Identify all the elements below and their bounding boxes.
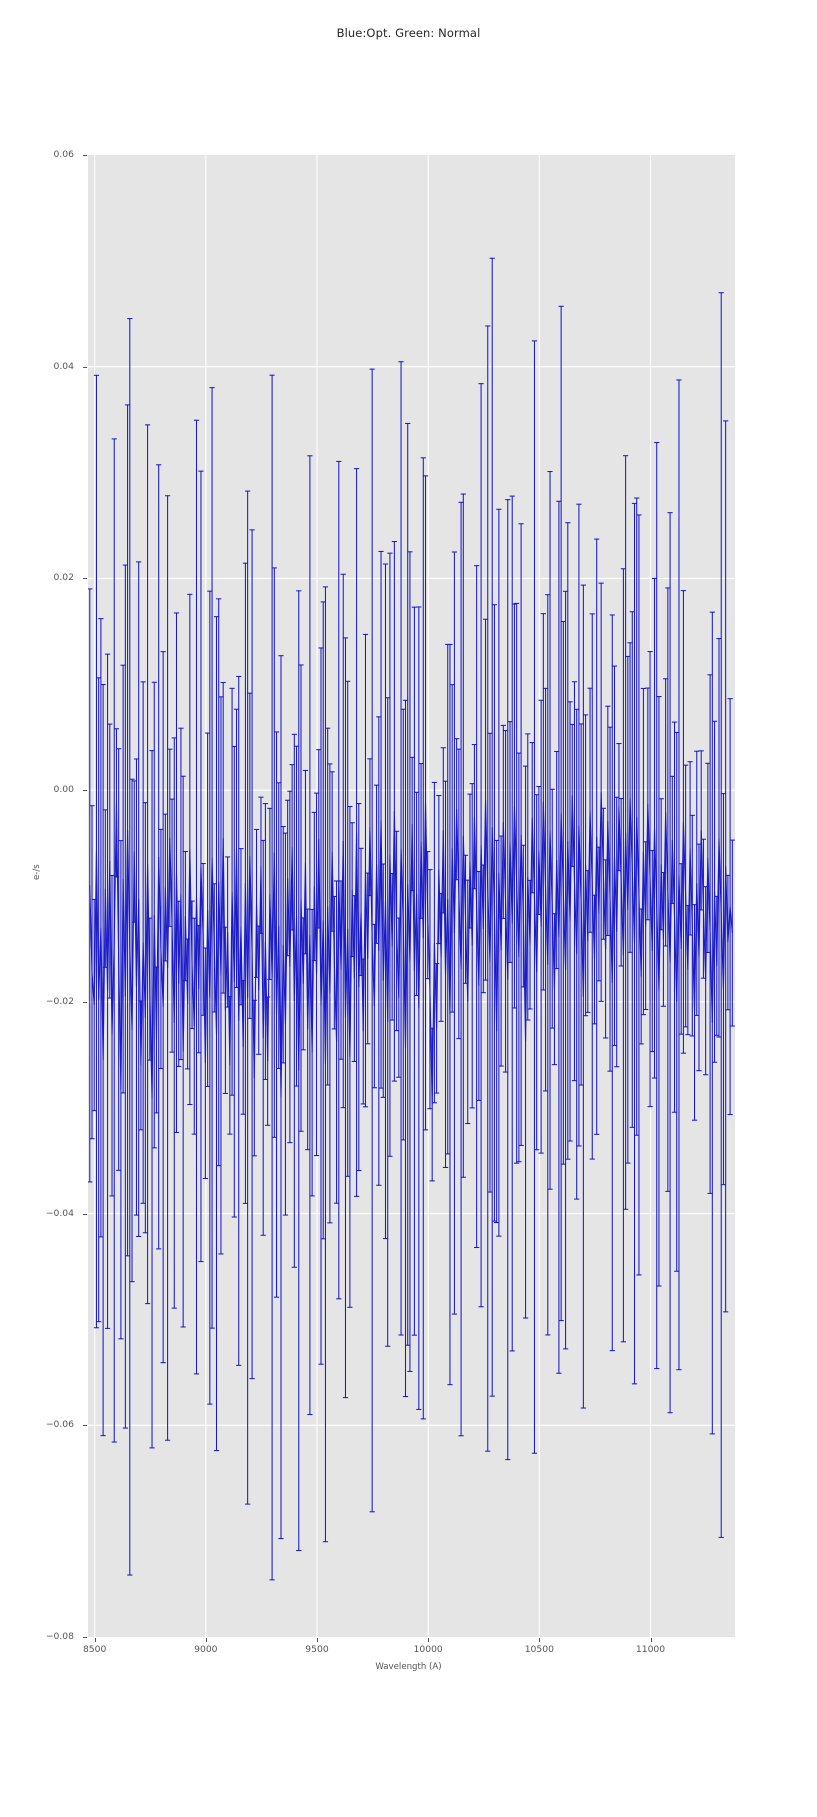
x-tick-mark bbox=[317, 1638, 318, 1642]
x-axis-label: Wavelength (A) bbox=[375, 1662, 442, 1672]
x-tick-mark bbox=[650, 1638, 652, 1642]
x-tick-label: 8500 bbox=[82, 1644, 107, 1655]
x-tick-label: 9000 bbox=[194, 1644, 218, 1655]
y-tick-mark bbox=[83, 790, 87, 792]
x-tick-mark bbox=[539, 1638, 541, 1642]
y-tick-label: 0.00 bbox=[53, 784, 74, 796]
y-tick-mark bbox=[83, 1213, 87, 1215]
plot-svg bbox=[88, 155, 735, 1637]
y-gridlines bbox=[88, 366, 735, 1426]
plot-area[interactable] bbox=[88, 155, 735, 1637]
chart-title: Blue:Opt. Green: Normal bbox=[336, 26, 481, 40]
y-tick-label: 0.02 bbox=[53, 572, 74, 584]
y-tick-label: 0.04 bbox=[53, 360, 74, 372]
y-tick-label: −0.08 bbox=[45, 1631, 74, 1642]
y-tick-mark bbox=[83, 155, 87, 156]
y-tick-mark bbox=[83, 1425, 87, 1427]
y-tick-mark bbox=[83, 366, 87, 368]
x-tick-label: 10500 bbox=[524, 1644, 554, 1655]
x-tick-mark bbox=[205, 1638, 207, 1642]
y-axis-label: e-/s bbox=[32, 864, 42, 880]
y-tick-label: −0.04 bbox=[45, 1207, 74, 1219]
y-tick-mark bbox=[83, 1001, 87, 1003]
y-tick-mark bbox=[83, 578, 87, 580]
y-tick-mark bbox=[83, 1637, 87, 1638]
y-tick-label: 0.06 bbox=[53, 149, 74, 160]
y-tick-label: −0.02 bbox=[45, 995, 74, 1007]
data-line-series bbox=[89, 792, 733, 1105]
y-tick-label: −0.06 bbox=[45, 1419, 74, 1431]
x-tick-label: 11000 bbox=[635, 1644, 666, 1655]
x-tick-label: 9500 bbox=[305, 1644, 329, 1655]
x-tick-mark bbox=[428, 1638, 430, 1642]
x-tick-mark bbox=[94, 1638, 96, 1642]
x-tick-label: 10000 bbox=[413, 1644, 443, 1655]
